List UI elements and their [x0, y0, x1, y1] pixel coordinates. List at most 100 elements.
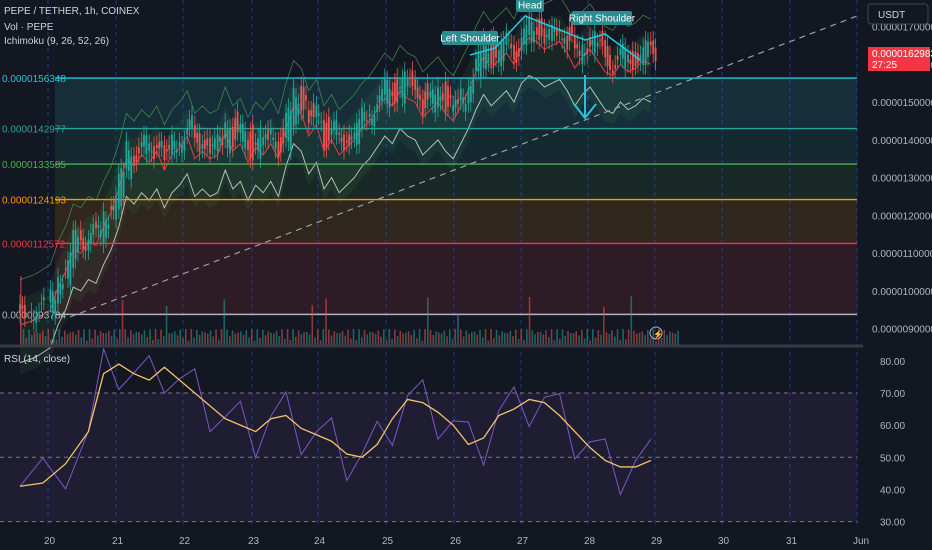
- date-tick-label: 24: [314, 536, 326, 547]
- volume-bar: [135, 331, 138, 345]
- candle-body: [429, 91, 432, 97]
- candle-body: [497, 50, 500, 63]
- currency-button[interactable]: [867, 3, 929, 25]
- volume-bar: [462, 336, 465, 345]
- ichimoku-legend: Ichimoku (9, 26, 52, 26): [4, 36, 109, 47]
- candle-body: [262, 137, 265, 146]
- price-axis[interactable]: [863, 0, 932, 550]
- candle-body: [183, 139, 186, 151]
- candle-body: [272, 137, 275, 141]
- volume-bar: [495, 329, 498, 345]
- volume-bar: [619, 339, 622, 345]
- candle-body: [61, 283, 64, 290]
- volume-bar: [570, 333, 572, 345]
- volume-bar: [567, 330, 569, 345]
- candle-body: [373, 115, 376, 127]
- candle-body: [87, 239, 90, 251]
- volume-bar: [660, 337, 663, 345]
- volume-bar: [542, 334, 545, 345]
- price-tick-label: 0.0000120000: [872, 211, 932, 222]
- candle-body: [51, 291, 54, 312]
- volume-bar: [556, 329, 558, 345]
- volume-bar: [55, 339, 58, 345]
- candle-body: [330, 129, 333, 135]
- volume-bar: [438, 332, 440, 345]
- candle-body: [631, 50, 634, 70]
- candle-body: [84, 246, 87, 251]
- volume-bar: [484, 329, 487, 345]
- volume-bar: [355, 340, 358, 345]
- volume-bar: [410, 335, 413, 345]
- volume-bar: [284, 339, 286, 345]
- candle-body: [175, 149, 178, 153]
- volume-bar: [394, 329, 396, 345]
- right-shoulder-label-bg: [572, 11, 632, 25]
- candle-body: [475, 58, 477, 72]
- volume-legend: Vol · PEPE: [4, 22, 54, 33]
- volume-bar: [597, 330, 600, 345]
- volume-bar: [413, 329, 415, 345]
- candle-body: [40, 303, 43, 305]
- volume-bar: [396, 336, 399, 345]
- lightning-icon[interactable]: [649, 326, 663, 340]
- candle-body: [122, 171, 125, 198]
- candle-body: [467, 88, 470, 104]
- volume-bar: [366, 334, 369, 345]
- candle-body: [292, 88, 295, 127]
- volume-bar: [487, 340, 490, 345]
- volume-bar: [564, 335, 567, 345]
- volume-bar: [311, 305, 314, 345]
- volume-bar: [407, 331, 410, 345]
- volume-bar: [465, 330, 468, 345]
- volume-bar: [138, 332, 140, 345]
- volume-bar: [295, 336, 297, 345]
- volume-bar: [157, 338, 160, 345]
- candle-body: [644, 40, 647, 65]
- candle-body: [629, 59, 632, 64]
- candle-body: [317, 113, 320, 116]
- volume-bar: [231, 330, 234, 345]
- volume-bar: [418, 329, 421, 345]
- candle-body: [441, 92, 444, 101]
- volume-bar: [446, 336, 448, 345]
- volume-bar: [669, 331, 671, 345]
- candle-body: [358, 119, 361, 144]
- candle-body: [105, 220, 107, 239]
- rsi-tick-label: 40.00: [880, 485, 905, 496]
- volume-bar: [187, 340, 190, 345]
- volume-bar: [548, 337, 550, 345]
- volume-bar: [303, 332, 305, 345]
- volume-bar: [336, 333, 338, 345]
- candle-body: [561, 38, 563, 40]
- candle-body: [188, 119, 191, 128]
- volume-bar: [614, 336, 616, 345]
- volume-bar: [22, 329, 25, 345]
- candle-body: [383, 77, 386, 95]
- candle-body: [127, 150, 130, 171]
- candle-body: [77, 236, 79, 253]
- volume-bar: [572, 332, 575, 345]
- volume-bar: [616, 329, 619, 345]
- candle-body: [49, 289, 52, 303]
- candle-body: [323, 119, 325, 148]
- candle-body: [558, 29, 561, 33]
- volume-bar: [146, 337, 149, 345]
- candle-body: [642, 47, 645, 66]
- candle-body: [627, 54, 629, 63]
- volume-bar: [350, 338, 352, 345]
- volume-bar: [594, 337, 597, 345]
- volume-bar: [352, 329, 355, 345]
- candle-body: [520, 37, 523, 51]
- candle-body: [191, 115, 193, 129]
- volume-bar: [130, 330, 132, 345]
- candle-body: [213, 138, 216, 150]
- volume-bar: [286, 329, 289, 345]
- candle-body: [376, 104, 379, 112]
- volume-bar: [578, 335, 580, 345]
- candle-body: [209, 137, 211, 154]
- volume-bar: [517, 338, 520, 345]
- volume-bar: [102, 332, 105, 345]
- volume-bar: [28, 329, 30, 345]
- candle-body: [163, 145, 166, 160]
